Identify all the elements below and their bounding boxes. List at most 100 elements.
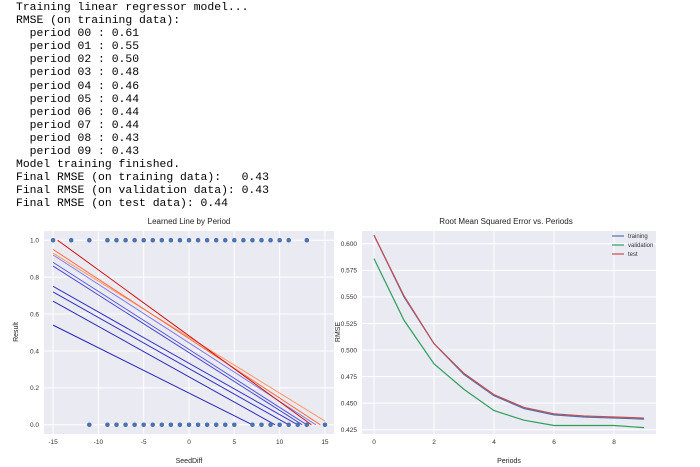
data-point: [250, 422, 255, 428]
data-point: [168, 237, 174, 243]
data-point: [322, 422, 328, 428]
console-line: Model training finished.: [16, 159, 181, 172]
data-point: [250, 237, 255, 243]
x-tick-label: 5: [233, 439, 237, 446]
data-point: [159, 422, 165, 428]
console-line: Training linear regressor model...: [16, 2, 249, 14]
y-tick-label: 0.600: [341, 241, 358, 248]
data-point: [222, 422, 228, 428]
console-line: Final RMSE (on training data): 0.43: [16, 172, 269, 185]
data-point: [114, 237, 119, 243]
chart1-title: Learned Line by Period: [148, 217, 231, 226]
data-point: [159, 237, 165, 243]
learned-line: [52, 265, 303, 426]
series-line-validation: [373, 258, 645, 429]
data-point: [68, 237, 74, 243]
legend-label: validation: [628, 243, 653, 249]
data-point: [123, 237, 128, 243]
y-tick-label: 0.450: [341, 400, 358, 407]
data-point: [204, 237, 210, 243]
data-point: [186, 237, 192, 243]
data-point: [241, 237, 246, 243]
chart2-legend: training validation test: [612, 234, 653, 258]
data-point: [150, 422, 156, 428]
data-point: [195, 422, 201, 428]
console-line: period 07 : 0.44: [16, 119, 140, 132]
chart1-learned-lines: [52, 239, 326, 426]
chart2-x-tick-labels: 0 2 4 6 8: [372, 439, 616, 446]
data-point: [141, 422, 146, 428]
data-point: [50, 237, 56, 243]
console-line: Final RMSE (on validation data): 0.43: [16, 185, 269, 198]
console-line: period 04 : 0.46: [16, 80, 140, 93]
chart2-x-axis-label: Periods: [497, 458, 521, 465]
y-tick-label: 0.475: [341, 374, 358, 381]
data-point: [87, 422, 92, 428]
y-tick-label: 1.0: [30, 238, 39, 245]
console-line: period 01 : 0.55: [16, 41, 140, 54]
x-tick-label: 15: [321, 439, 329, 446]
data-point: [87, 237, 92, 243]
learned-line: [52, 300, 276, 426]
console-line: period 03 : 0.48: [16, 67, 140, 80]
learned-line: [52, 324, 253, 426]
learned-line: [52, 261, 308, 426]
x-tick-label: -5: [141, 439, 147, 446]
y-tick-label: 0.525: [341, 321, 358, 328]
data-point: [105, 237, 110, 243]
series-line-test: [373, 234, 645, 419]
data-point: [277, 422, 282, 428]
y-tick-label: 0.2: [30, 385, 39, 392]
y-tick-label: 0.425: [341, 427, 358, 434]
y-tick-label: 0.500: [341, 347, 358, 354]
x-tick-label: 4: [492, 439, 496, 446]
console-line: period 09 : 0.43: [16, 146, 140, 159]
data-point: [105, 422, 110, 428]
x-tick-label: 0: [187, 439, 191, 446]
data-point: [132, 422, 137, 428]
charts-figure: Learned Line by Period -15 -10 -5 0 5 10 15 0.…: [13, 217, 656, 465]
console-line: period 05 : 0.44: [16, 93, 140, 106]
data-point: [295, 422, 301, 428]
chart-learned-line: Learned Line by Period -15 -10 -5 0 5 10 15 0.…: [13, 217, 334, 465]
y-tick-label: 0.8: [30, 274, 39, 281]
y-tick-label: 0.6: [30, 311, 39, 318]
x-tick-label: 0: [372, 439, 376, 446]
data-point: [304, 237, 310, 243]
x-tick-label: -15: [48, 439, 58, 446]
chart2-y-axis-label: RMSE: [335, 322, 342, 343]
y-tick-label: 0.0: [30, 422, 39, 429]
learned-line: [57, 239, 312, 426]
data-point: [213, 237, 219, 243]
learned-line: [52, 291, 289, 426]
console-line: period 02 : 0.50: [16, 54, 140, 67]
data-point: [259, 237, 264, 243]
data-point: [232, 422, 237, 428]
chart1-x-tick-labels: -15 -10 -5 0 5 10 15: [48, 439, 329, 446]
data-point: [123, 422, 128, 428]
x-tick-label: 8: [612, 439, 616, 446]
console-line: RMSE (on training data):: [16, 15, 181, 28]
chart1-x-axis-label: SeedDiff: [176, 458, 203, 465]
data-point: [286, 422, 291, 428]
console-line: Final RMSE (on test data): 0.44: [16, 198, 228, 211]
y-tick-label: 0.575: [341, 268, 358, 275]
data-point: [177, 237, 183, 243]
data-point: [213, 422, 219, 428]
data-point: [141, 237, 146, 243]
learned-line: [52, 252, 326, 422]
console-line: period 06 : 0.44: [16, 106, 140, 119]
chart1-grid: [44, 231, 334, 434]
chart2-grid: [362, 231, 656, 434]
chart1-data-points: [50, 237, 328, 428]
data-point: [150, 237, 156, 243]
legend-label: test: [628, 252, 638, 258]
data-point: [222, 237, 228, 243]
data-point: [114, 422, 119, 428]
x-tick-label: 2: [432, 439, 436, 446]
data-point: [195, 237, 201, 243]
console-output: Training linear regressor model... RMSE (…: [16, 2, 269, 212]
legend-label: training: [628, 234, 648, 240]
data-point: [259, 422, 264, 428]
x-tick-label: -10: [94, 439, 104, 446]
